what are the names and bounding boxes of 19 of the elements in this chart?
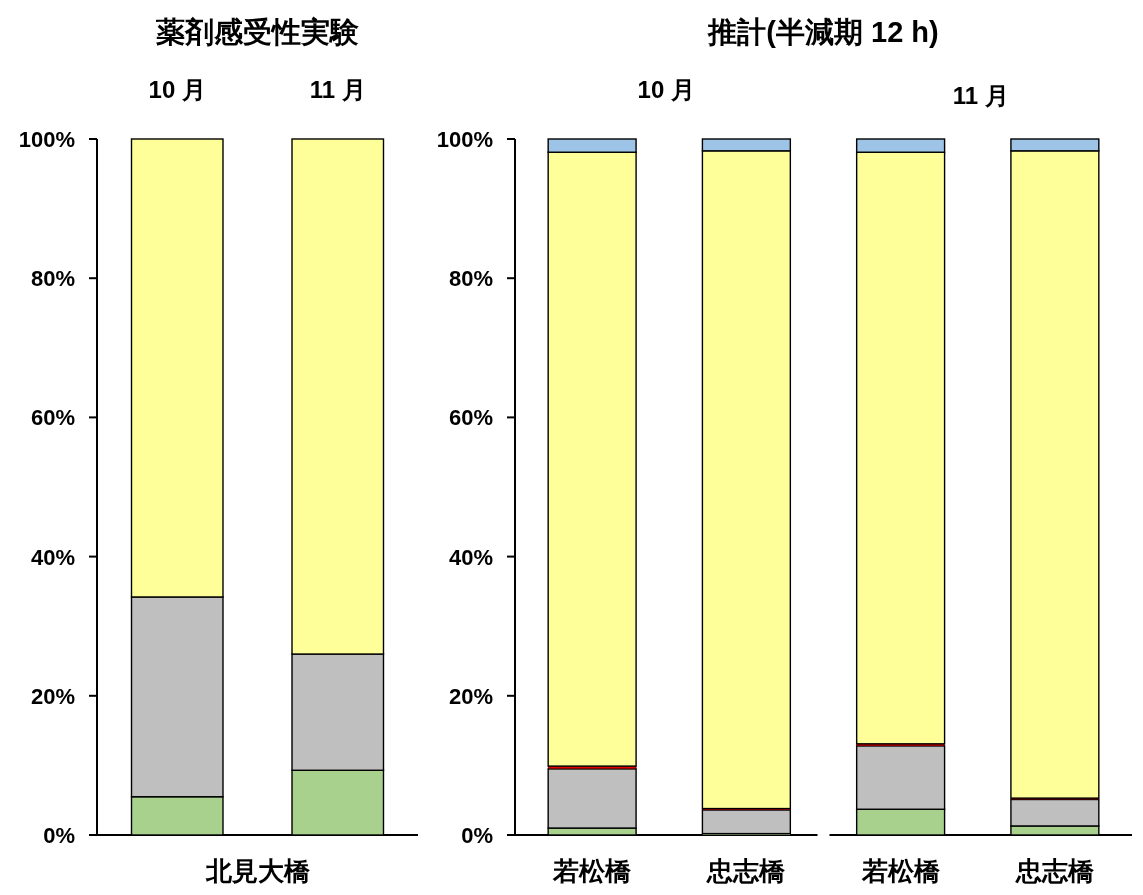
chart-title: 推計(半減期 12 h): [707, 16, 939, 48]
y-tick-label: 40%: [30, 544, 75, 570]
y-tick-label: 60%: [30, 405, 75, 431]
y-tick-label: 20%: [30, 683, 75, 709]
y-tick-label: 0%: [461, 823, 493, 848]
y-tick-label: 40%: [448, 544, 493, 570]
y-tick-label: 100%: [436, 127, 493, 152]
y-tick-label: 80%: [448, 266, 493, 292]
x-axis-title: 北見大橋: [204, 856, 311, 886]
y-tick-label: 60%: [448, 405, 493, 431]
y-tick-label: 20%: [448, 683, 493, 709]
y-tick-label: 0%: [43, 823, 75, 848]
chart-title: 薬剤感受性実験: [155, 16, 359, 48]
x-tick-label: 忠志橋: [1014, 856, 1095, 886]
y-tick-label: 100%: [18, 127, 75, 152]
x-tick-label: 若松橋: [552, 856, 633, 886]
x-tick-label: 忠志橋: [706, 856, 787, 886]
x-tick-label: 若松橋: [860, 856, 941, 886]
y-tick-label: 80%: [30, 266, 75, 292]
